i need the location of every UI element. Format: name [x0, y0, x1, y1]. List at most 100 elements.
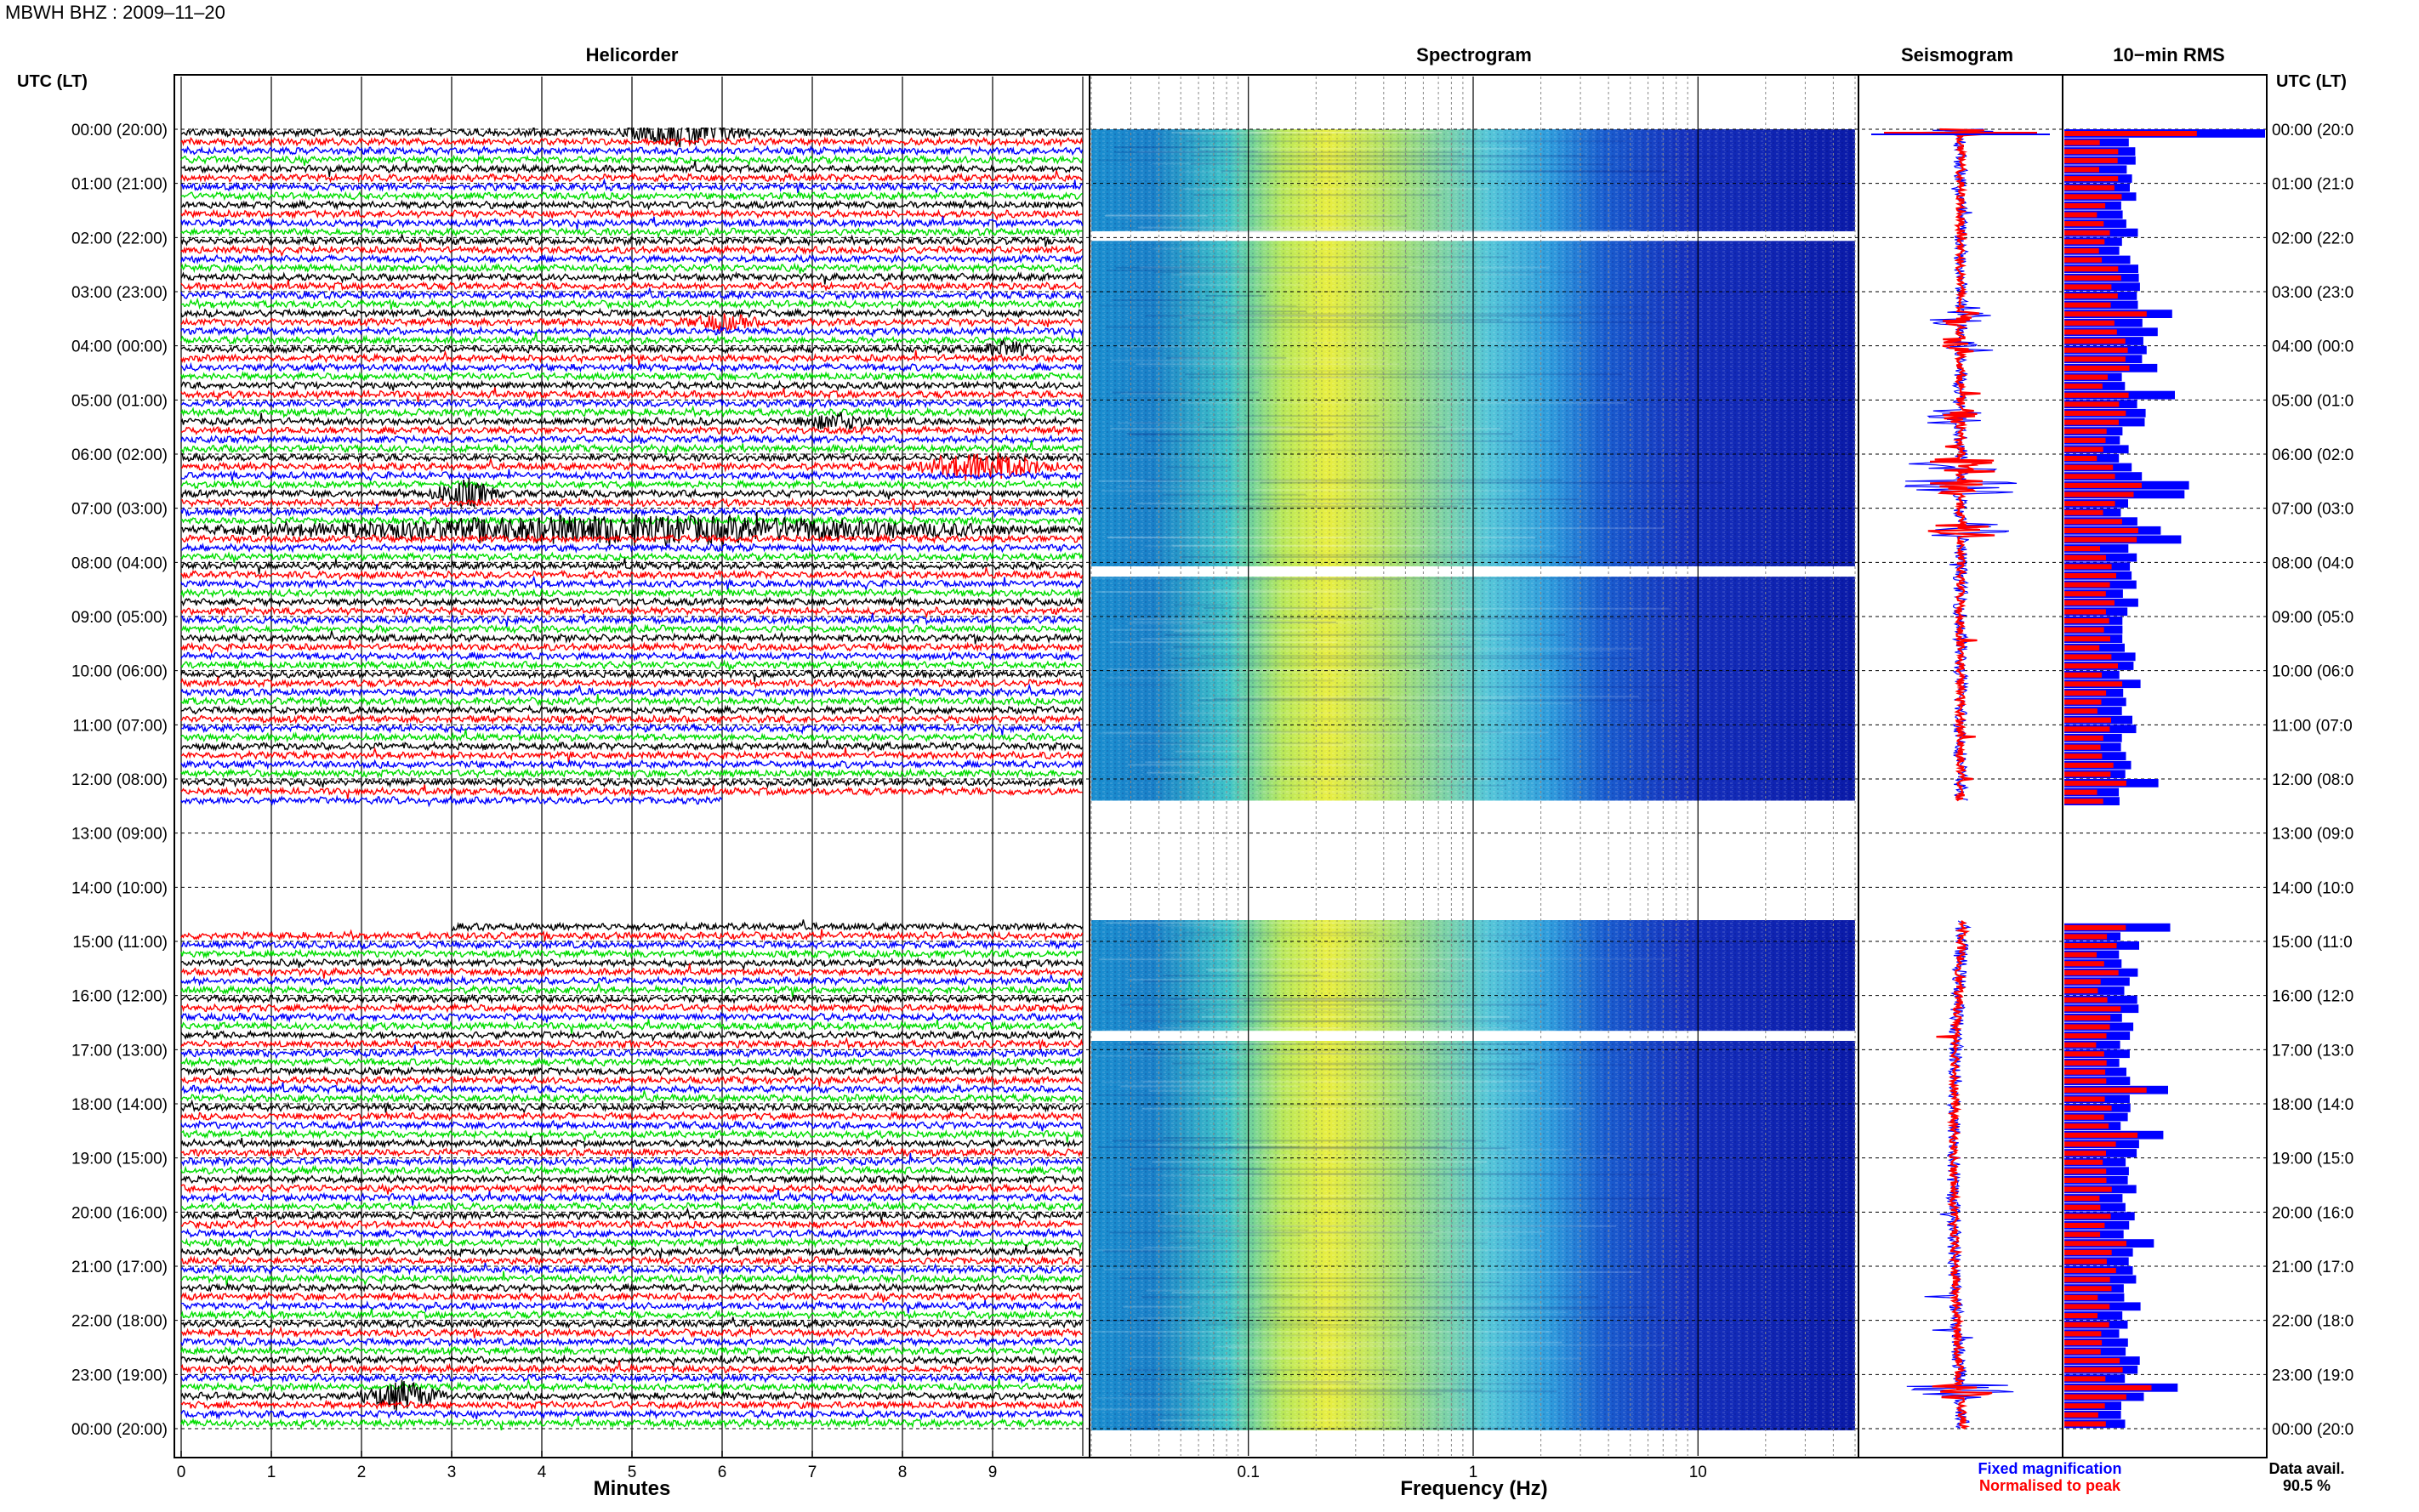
helicorder-trace-line [180, 596, 1084, 608]
helicorder-trace-line [180, 469, 1083, 483]
spectrogram-streak [1139, 1020, 1528, 1022]
spectrogram-streak [1105, 998, 1388, 1000]
spectrogram-streak [1239, 696, 1640, 698]
spectrogram-streak [1209, 1357, 1581, 1360]
spectrogram-streak [1124, 1043, 1529, 1045]
spectrogram-streak [1173, 645, 1472, 648]
helicorder-trace-line [180, 683, 1083, 698]
spectrogram-streak [1244, 415, 1380, 418]
helicorder-trace-line [180, 1174, 1084, 1185]
spectrogram-streak [1112, 1140, 1486, 1142]
helicorder-trace-line [180, 1316, 1084, 1330]
spectrogram-streak [1242, 669, 1554, 672]
rms-bar-normalised [2064, 1322, 2109, 1327]
helicorder-trace-line [180, 776, 1084, 789]
spectrogram-streak [1158, 924, 1220, 927]
rms-bar-normalised [2064, 744, 2101, 750]
helicorder-trace-line [180, 1201, 1084, 1213]
helicorder-trace-line [180, 452, 1084, 481]
spectrogram-streak [1231, 958, 1671, 960]
spectrogram-streak [1153, 730, 1502, 733]
spectrogram-streak [1185, 373, 1623, 376]
left-hour-label: 00:00 (20:00) [71, 1421, 168, 1439]
helicorder-trace-line [180, 242, 1083, 258]
spectrogram-streak [1182, 256, 1509, 259]
spectrogram-streak [1117, 422, 1205, 424]
helicorder-trace-line [180, 957, 1084, 971]
rms-bar-normalised [2064, 419, 2119, 425]
spectrogram-streak [1200, 147, 1528, 150]
rms-bar-normalised [2064, 943, 2117, 949]
right-hour-label: 16:00 (12:0 [2272, 988, 2354, 1006]
helicorder-trace-line [180, 623, 1083, 636]
helicorder-trace-line [180, 1371, 1083, 1384]
rms-bar-normalised [2064, 202, 2106, 208]
spectrogram-streak [1113, 151, 1462, 154]
spectrogram-streak [1234, 1316, 1659, 1318]
helicorder-trace-line [180, 605, 1084, 619]
helicorder-trace-line [180, 512, 1084, 546]
helicorder-trace-line [180, 287, 1084, 301]
helicorder-trace-line [180, 993, 1084, 1005]
rms-bar-normalised [2064, 681, 2123, 687]
helicorder-trace-line [180, 440, 1084, 456]
spectrogram-streak [1112, 391, 1259, 394]
rms-bar-normalised [2064, 1222, 2105, 1228]
right-hour-label: 05:00 (01:0 [2272, 392, 2354, 410]
minute-tick-label: 6 [718, 1464, 727, 1481]
right-axis-header: UTC (LT) [2276, 72, 2347, 91]
right-hour-label: 22:00 (18:0 [2272, 1313, 2354, 1331]
spectrogram-streak [1249, 215, 1408, 218]
right-hour-label: 00:00 (20:0 [2272, 122, 2354, 139]
spectrogram-streak [1146, 1289, 1393, 1292]
rms-bar-normalised [2064, 185, 2114, 190]
spectrogram-streak [1218, 505, 1458, 508]
left-hour-label: 16:00 (12:00) [71, 988, 168, 1006]
helicorder-trace-line [180, 216, 1084, 230]
spectrogram-streak [1258, 1212, 1585, 1214]
spectrogram-streak [1199, 151, 1258, 152]
spectrogram-streak [1181, 1020, 1447, 1023]
spectrogram-streak [1105, 214, 1401, 216]
rms-bar-normalised [2064, 609, 2106, 615]
spectrogram-streak [1255, 503, 1709, 504]
spectrogram-streak [1232, 449, 1410, 452]
helicorder-trace-line [180, 1011, 1084, 1024]
helicorder-trace-line [180, 1044, 1084, 1060]
spectrogram-streak [1207, 1322, 1314, 1325]
spectrogram-streak [1232, 1173, 1554, 1174]
spectrogram-streak [1105, 922, 1399, 924]
spectrogram-streak [1174, 604, 1226, 606]
spectrogram-streak [1152, 247, 1479, 250]
spectrogram-streak [1210, 1098, 1401, 1100]
rms-bar-normalised [2064, 969, 2119, 975]
spectrogram-streak [1187, 376, 1526, 378]
spectrogram-streak [1231, 608, 1483, 611]
rms-bar-normalised [2064, 239, 2105, 245]
rms-bar-normalised [2064, 1196, 2100, 1202]
rms-bar-normalised [2064, 284, 2112, 290]
spectrogram-streak [1224, 1326, 1426, 1328]
helicorder-trace-line [180, 338, 1084, 358]
spectrogram-streak [1260, 776, 1692, 778]
helicorder-trace-line [180, 1354, 1083, 1367]
spectrogram-streak [1215, 1234, 1302, 1236]
spectrogram-streak [1128, 979, 1385, 981]
spectrogram-streak [1111, 359, 1388, 361]
rms-bar-normalised [2064, 753, 2103, 759]
data-availability-label: Data avail. [2268, 1460, 2344, 1477]
minute-tick-label: 8 [898, 1464, 908, 1481]
spectrogram-streak [1146, 1144, 1343, 1146]
seismogram-title: Seismogram [1901, 44, 2013, 65]
helicorder-trace-line [180, 612, 1083, 628]
helicorder-trace-line [180, 1299, 1083, 1314]
helicorder-trace-line [180, 939, 1083, 951]
seismogram-line [1927, 128, 1995, 1430]
right-hour-label: 17:00 (13:0 [2272, 1042, 2354, 1060]
frequency-tick-label: 1 [1469, 1464, 1478, 1481]
spectrogram-streak [1210, 1389, 1483, 1391]
left-hour-label: 12:00 (08:00) [71, 771, 168, 789]
spectrogram-streak [1092, 577, 1403, 579]
rms-bar-normalised [2064, 663, 2118, 669]
spectrogram-streak [1107, 537, 1536, 539]
